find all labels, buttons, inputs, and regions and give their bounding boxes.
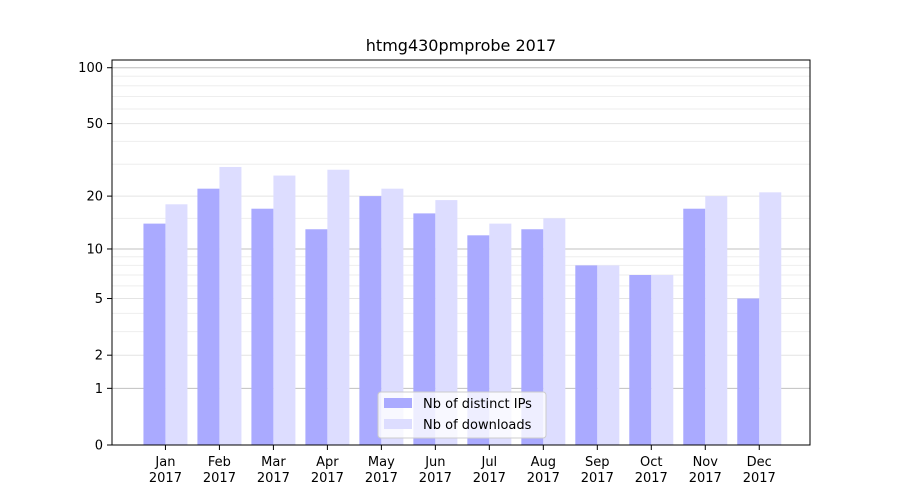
x-tick-label-month: Nov — [693, 455, 719, 470]
bar-distinct-ips — [359, 196, 382, 445]
x-tick-label-month: Dec — [747, 455, 772, 470]
x-tick-label-month: Sep — [585, 455, 610, 470]
y-tick-label: 50 — [86, 117, 103, 132]
bar-distinct-ips — [737, 298, 760, 445]
chart-title: htmg430pmprobe 2017 — [366, 36, 556, 55]
bar-downloads — [597, 265, 620, 445]
bar-distinct-ips — [143, 223, 166, 445]
x-tick-label-year: 2017 — [203, 471, 236, 486]
y-tick-label: 1 — [95, 382, 103, 397]
y-tick-label: 0 — [95, 439, 103, 454]
x-tick-label-month: Jun — [424, 455, 445, 470]
bar-distinct-ips — [305, 229, 328, 445]
bars — [143, 166, 782, 445]
legend-swatch — [384, 398, 412, 408]
x-tick-label-year: 2017 — [149, 471, 182, 486]
x-tick-label-year: 2017 — [311, 471, 344, 486]
bar-distinct-ips — [683, 208, 706, 445]
bar-downloads — [543, 218, 566, 445]
y-tick-label: 100 — [78, 61, 103, 76]
legend-box — [377, 391, 547, 439]
bar-downloads — [327, 169, 350, 445]
bar-distinct-ips — [251, 208, 274, 445]
bar-downloads — [219, 166, 242, 445]
bar-distinct-ips — [413, 213, 436, 445]
x-tick-label-year: 2017 — [473, 471, 506, 486]
x-tick-label-year: 2017 — [581, 471, 614, 486]
x-tick-label-month: Aug — [531, 455, 556, 470]
bar-downloads — [759, 192, 782, 445]
x-tick-label-month: Apr — [316, 455, 339, 470]
bar-distinct-ips — [575, 265, 598, 445]
x-tick-label-year: 2017 — [365, 471, 398, 486]
x-axis: Jan2017Feb2017Mar2017Apr2017May2017Jun20… — [149, 445, 776, 486]
bar-downloads — [273, 175, 296, 445]
x-tick-label-year: 2017 — [689, 471, 722, 486]
legend-label: Nb of downloads — [423, 418, 532, 433]
x-tick-label-month: May — [368, 455, 395, 470]
y-tick-label: 5 — [95, 292, 103, 307]
legend-label: Nb of distinct IPs — [423, 397, 532, 412]
y-tick-label: 20 — [86, 190, 103, 205]
legend-swatch — [384, 419, 412, 429]
bar-downloads — [165, 204, 188, 445]
bar-downloads — [381, 188, 404, 445]
x-tick-label-year: 2017 — [527, 471, 560, 486]
x-tick-label-year: 2017 — [743, 471, 776, 486]
x-tick-label-month: Jul — [480, 455, 497, 470]
y-tick-label: 10 — [86, 242, 103, 257]
y-tick-label: 2 — [95, 349, 103, 364]
bar-distinct-ips — [521, 229, 544, 445]
x-tick-label-year: 2017 — [635, 471, 668, 486]
x-tick-label-year: 2017 — [257, 471, 290, 486]
bar-downloads — [435, 200, 458, 445]
x-tick-label-month: Feb — [208, 455, 231, 470]
x-tick-label-month: Oct — [640, 455, 662, 470]
x-tick-label-year: 2017 — [419, 471, 452, 486]
plot-frame — [111, 59, 811, 446]
bar-downloads — [651, 275, 674, 445]
bar-distinct-ips — [629, 275, 652, 445]
bar-downloads — [705, 196, 728, 445]
y-axis: 0 1 2 5 10 20 50 100 — [78, 61, 112, 454]
legend: Nb of distinct IPs Nb of downloads — [377, 391, 547, 439]
bar-downloads — [489, 223, 512, 445]
x-tick-label-month: Mar — [261, 455, 286, 470]
bar-distinct-ips — [197, 188, 220, 445]
x-tick-label-month: Jan — [154, 455, 175, 470]
